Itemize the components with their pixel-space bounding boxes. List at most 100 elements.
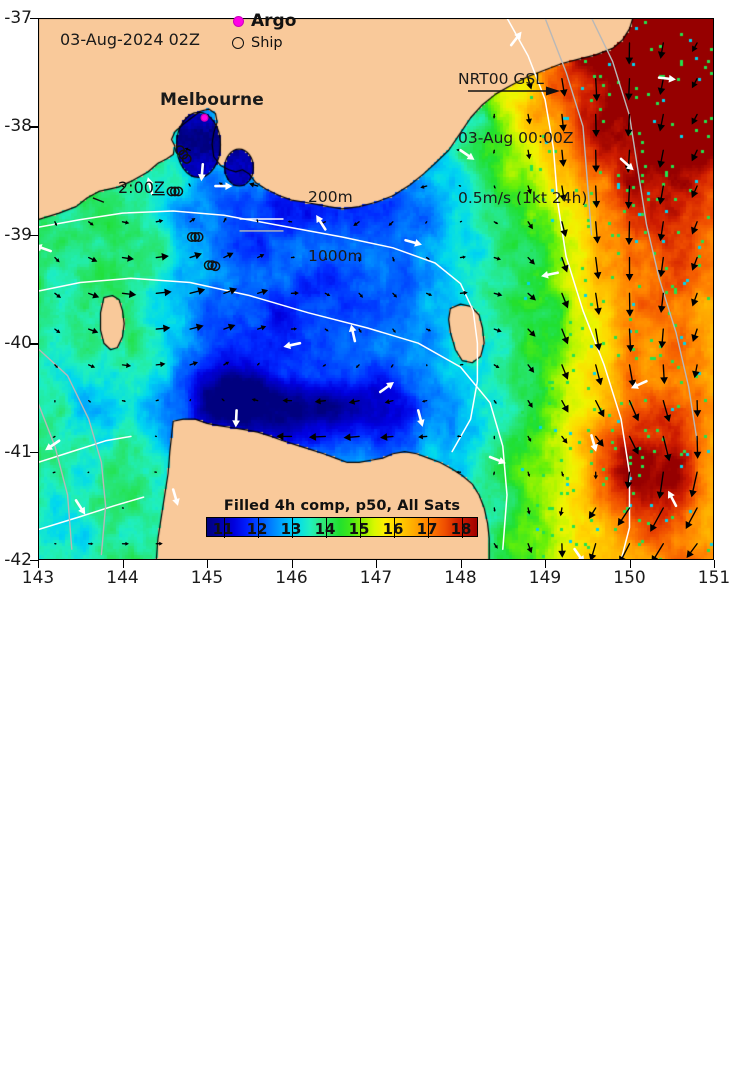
current-vector-arrow — [124, 400, 126, 402]
current-vector-arrow — [695, 293, 697, 300]
x-tick-mark — [38, 560, 39, 568]
current-vector-arrow — [393, 329, 394, 331]
current-vector-arrow — [89, 222, 91, 224]
current-vector-arrow — [625, 58, 633, 65]
current-vector-arrow — [652, 555, 659, 560]
current-vector-arrow — [387, 436, 393, 437]
current-vector-arrow — [258, 292, 263, 293]
current-vector-arrow — [629, 79, 630, 94]
current-vector-arrow — [163, 325, 170, 333]
current-vector-arrow-strong — [621, 159, 628, 166]
current-vector-arrow-strong — [590, 444, 597, 452]
current-vector-arrow-strong — [637, 381, 646, 385]
current-vector-arrow — [160, 362, 165, 368]
current-source-block: NRT00 GSL 03-Aug 00:00Z 0.5m/s (1kt 24h) — [458, 30, 587, 248]
current-vector-arrow — [625, 238, 633, 245]
current-vector-arrow — [663, 436, 667, 454]
current-vector-arrow — [89, 401, 90, 402]
current-vector-arrow — [695, 186, 697, 192]
colorbar-title: Filled 4h comp, p50, All Sats — [206, 498, 478, 514]
current-vector-arrow — [494, 401, 495, 403]
current-vector-arrow — [164, 289, 171, 297]
current-vector-arrow — [561, 508, 562, 512]
date-label: 03-Aug-2024 02Z — [60, 30, 200, 50]
current-vector-arrow — [258, 256, 261, 257]
current-vector-arrow — [558, 551, 566, 558]
current-vector-arrow — [261, 289, 268, 295]
current-vector-arrow — [559, 511, 564, 516]
current-vector-arrow — [657, 124, 665, 132]
current-vector-arrow — [596, 222, 597, 237]
y-tick-mark — [30, 18, 38, 19]
current-vector-arrow — [661, 150, 663, 161]
current-vector-arrow — [658, 306, 666, 313]
current-vector-arrow — [358, 365, 359, 366]
current-vector-arrow — [592, 130, 600, 137]
current-vector-arrow — [626, 345, 634, 352]
current-vector-arrow — [593, 201, 601, 208]
current-vector-arrow — [689, 490, 697, 498]
x-tick-mark — [292, 560, 293, 568]
current-vector-arrow — [325, 329, 327, 330]
current-vector-arrow — [658, 51, 666, 59]
map-plot-area[interactable] — [38, 18, 714, 560]
colorbar-tick-label: 13 — [281, 520, 302, 538]
current-vector-arrow-strong — [41, 248, 50, 251]
legend-label-argo: Argo — [251, 11, 296, 31]
current-vector-arrow — [288, 220, 290, 222]
x-tick-label: 143 — [22, 568, 54, 588]
current-vector-arrow-strong — [76, 500, 81, 508]
gsl-line-2: 03-Aug 00:00Z — [458, 129, 587, 149]
x-tick-mark — [461, 560, 462, 568]
current-vector-arrow — [159, 542, 163, 546]
current-vector-arrow — [462, 364, 464, 366]
current-vector-arrow — [190, 364, 194, 365]
current-vector-arrow — [596, 401, 601, 411]
bathymetry-contour-1000m — [38, 403, 72, 549]
current-vector-arrow — [156, 292, 164, 293]
current-vector-arrow — [309, 433, 316, 441]
y-tick-label: -41 — [0, 442, 32, 462]
current-vector-arrow — [418, 434, 423, 439]
sst-map-figure: 03-Aug-2024 02Z NRT00 GSL 03-Aug 00:00Z … — [0, 0, 750, 600]
current-vector-arrow — [657, 197, 665, 205]
current-vector-arrow-strong — [406, 240, 416, 243]
current-vector-arrow — [324, 365, 325, 366]
current-vector-arrow — [657, 491, 665, 498]
current-vector-arrow — [625, 482, 633, 489]
current-vector-arrow — [156, 221, 159, 222]
colorbar-tick-label: 16 — [383, 520, 404, 538]
current-vector-arrow — [427, 258, 428, 259]
argo-float-marker[interactable] — [201, 114, 208, 121]
current-vector-arrow — [224, 220, 225, 222]
current-vector-arrow — [189, 185, 190, 186]
current-vector-arrow — [528, 436, 529, 438]
current-vector-arrow — [254, 185, 258, 186]
current-vector-arrow — [658, 234, 666, 241]
current-vector-arrow — [123, 293, 130, 294]
current-vector-arrow — [664, 414, 671, 422]
current-vector-arrow — [594, 308, 602, 315]
current-vector-arrow — [126, 363, 131, 368]
current-vector-arrow — [694, 452, 702, 459]
current-vector-arrow — [596, 258, 598, 273]
current-vector-arrow — [54, 436, 55, 437]
current-vector-arrow — [528, 329, 531, 332]
current-vector-arrow-strong — [671, 497, 676, 506]
current-vector-arrow — [594, 272, 602, 279]
current-vector-arrow — [91, 542, 94, 545]
current-vector-arrow — [692, 371, 700, 379]
x-tick-label: 146 — [275, 568, 307, 588]
current-vector-arrow — [89, 329, 93, 331]
current-vector-arrow — [494, 293, 498, 294]
current-vector-arrow — [197, 287, 205, 294]
current-vector-arrow — [664, 454, 671, 462]
current-vector-arrow-strong — [548, 273, 558, 275]
current-vector-arrow — [625, 129, 633, 136]
current-vector-arrow — [54, 402, 55, 403]
current-vector-arrow — [618, 518, 625, 526]
current-vector-arrow — [493, 473, 495, 475]
city-label-melbourne: Melbourne — [160, 90, 264, 112]
current-vector-arrow — [123, 258, 128, 259]
